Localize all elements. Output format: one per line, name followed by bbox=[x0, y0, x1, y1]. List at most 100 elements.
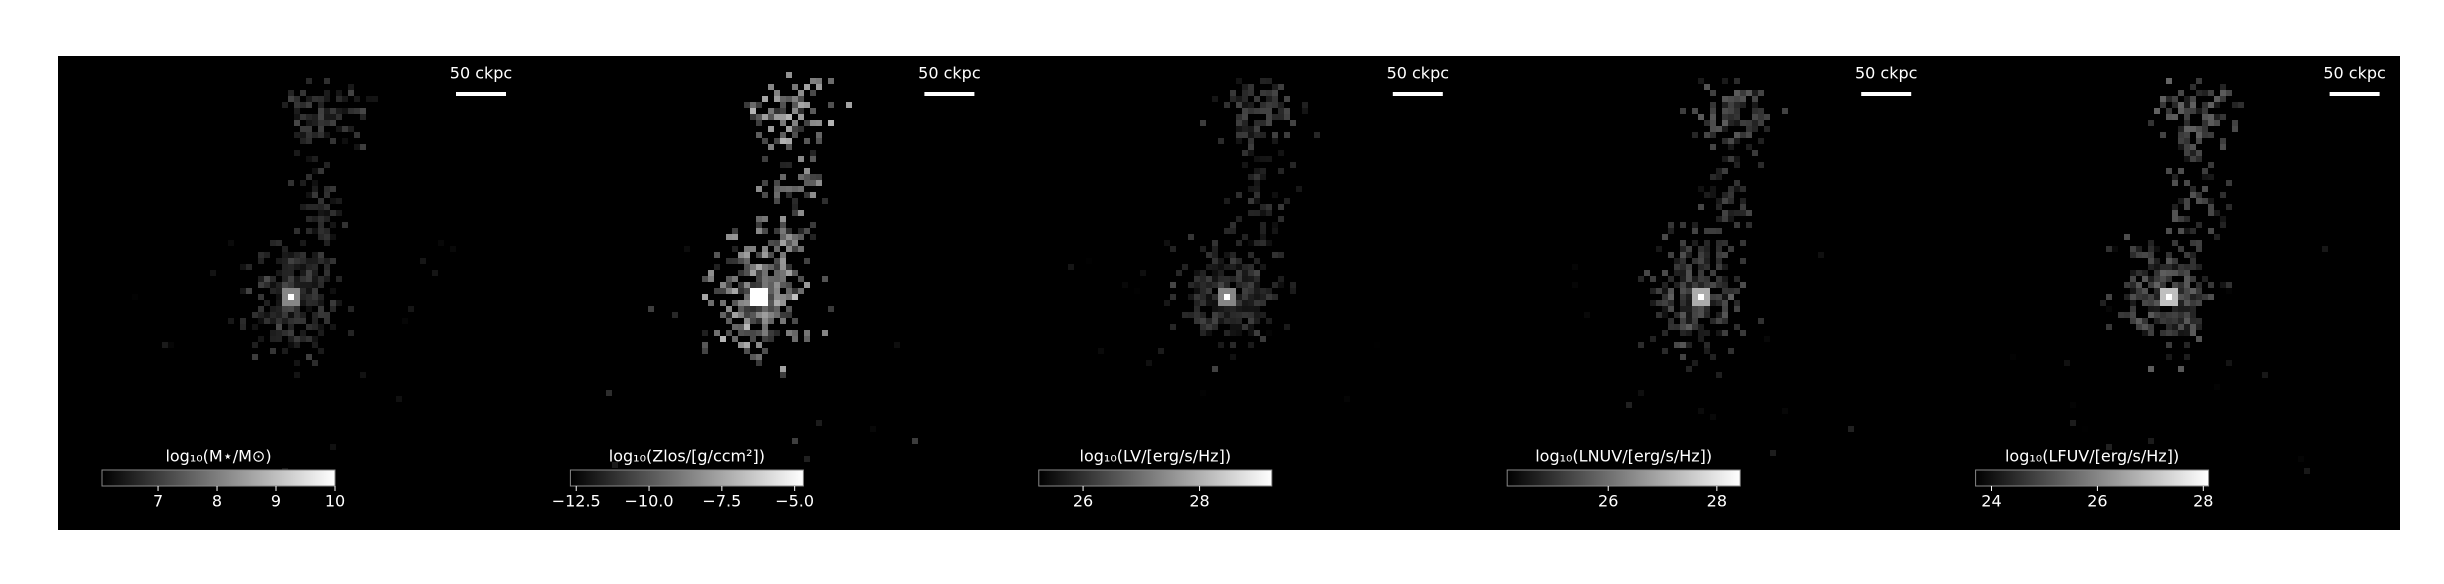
pixel bbox=[1716, 228, 1722, 234]
pixel bbox=[2196, 294, 2202, 300]
pixel bbox=[708, 270, 714, 276]
pixel bbox=[780, 132, 786, 138]
pixel bbox=[702, 330, 708, 336]
pixel bbox=[2208, 282, 2214, 288]
pixel bbox=[1248, 288, 1254, 294]
pixel bbox=[1656, 300, 1662, 306]
pixel bbox=[288, 252, 294, 258]
pixel bbox=[1758, 114, 1764, 120]
pixel bbox=[318, 282, 324, 288]
pixel bbox=[2262, 372, 2268, 378]
pixel bbox=[132, 294, 138, 300]
pixel bbox=[798, 186, 804, 192]
pixel bbox=[1254, 174, 1260, 180]
pixel bbox=[750, 264, 756, 270]
pixel bbox=[1248, 324, 1254, 330]
pixel bbox=[2154, 294, 2160, 300]
pixel bbox=[258, 282, 264, 288]
pixel bbox=[1662, 330, 1668, 336]
pixel bbox=[1242, 126, 1248, 132]
pixel bbox=[1224, 294, 1230, 300]
pixel bbox=[312, 264, 318, 270]
pixel bbox=[2184, 252, 2190, 258]
pixel bbox=[702, 276, 708, 282]
pixel bbox=[750, 108, 756, 114]
pixel bbox=[330, 288, 336, 294]
pixel bbox=[762, 312, 768, 318]
pixel bbox=[768, 126, 774, 132]
pixel bbox=[1236, 300, 1242, 306]
pixel bbox=[2226, 360, 2232, 366]
pixel bbox=[360, 114, 366, 120]
pixel bbox=[348, 90, 354, 96]
pixel bbox=[288, 276, 294, 282]
pixel bbox=[2190, 318, 2196, 324]
pixel bbox=[1722, 198, 1728, 204]
pixel bbox=[612, 462, 618, 468]
pixel bbox=[2160, 102, 2166, 108]
pixel bbox=[2166, 300, 2172, 306]
pixel bbox=[1734, 288, 1740, 294]
pixel bbox=[2196, 108, 2202, 114]
pixel bbox=[1236, 258, 1242, 264]
pixel bbox=[744, 306, 750, 312]
colorbar-tick-label: −12.5 bbox=[552, 492, 601, 511]
pixel bbox=[804, 228, 810, 234]
pixel bbox=[1230, 264, 1236, 270]
pixel bbox=[1704, 282, 1710, 288]
pixel bbox=[1680, 240, 1686, 246]
pixel bbox=[288, 96, 294, 102]
pixel bbox=[312, 270, 318, 276]
pixel bbox=[780, 264, 786, 270]
pixel bbox=[324, 312, 330, 318]
pixel bbox=[1728, 120, 1734, 126]
pixel bbox=[2208, 204, 2214, 210]
pixel bbox=[312, 276, 318, 282]
pixel bbox=[768, 288, 774, 294]
pixel bbox=[2112, 246, 2118, 252]
pixel bbox=[330, 210, 336, 216]
pixel bbox=[768, 144, 774, 150]
pixel bbox=[2220, 114, 2226, 120]
pixel bbox=[270, 276, 276, 282]
pixel bbox=[318, 276, 324, 282]
pixel bbox=[312, 324, 318, 330]
pixel bbox=[744, 348, 750, 354]
pixel bbox=[2178, 270, 2184, 276]
pixel bbox=[330, 306, 336, 312]
pixel bbox=[1734, 300, 1740, 306]
pixel bbox=[2166, 342, 2172, 348]
pixel bbox=[324, 90, 330, 96]
pixel bbox=[798, 126, 804, 132]
pixel bbox=[1242, 264, 1248, 270]
pixel bbox=[2202, 168, 2208, 174]
pixel bbox=[1722, 252, 1728, 258]
pixel bbox=[744, 288, 750, 294]
pixel bbox=[798, 96, 804, 102]
pixel bbox=[756, 222, 762, 228]
pixel bbox=[1278, 150, 1284, 156]
pixel bbox=[1692, 318, 1698, 324]
pixel bbox=[2148, 330, 2154, 336]
pixel bbox=[258, 312, 264, 318]
pixel bbox=[1206, 264, 1212, 270]
pixel bbox=[276, 324, 282, 330]
pixel bbox=[1266, 210, 1272, 216]
pixel bbox=[1674, 258, 1680, 264]
pixel bbox=[330, 108, 336, 114]
panel: 50 ckpc log₁₀(LFUV/[erg/s/Hz]) 24 26 28 bbox=[1975, 64, 2386, 511]
pixel bbox=[1242, 282, 1248, 288]
pixel bbox=[1650, 336, 1656, 342]
pixel bbox=[768, 282, 774, 288]
pixel bbox=[294, 342, 300, 348]
pixel bbox=[2196, 150, 2202, 156]
pixel bbox=[312, 132, 318, 138]
scale-bar-label: 50 ckpc bbox=[2323, 64, 2385, 83]
pixel bbox=[342, 138, 348, 144]
pixel bbox=[720, 312, 726, 318]
colorbar-tick-label: 10 bbox=[325, 492, 345, 511]
pixel bbox=[1710, 174, 1716, 180]
pixel bbox=[1218, 306, 1224, 312]
pixel bbox=[780, 216, 786, 222]
pixel bbox=[264, 300, 270, 306]
